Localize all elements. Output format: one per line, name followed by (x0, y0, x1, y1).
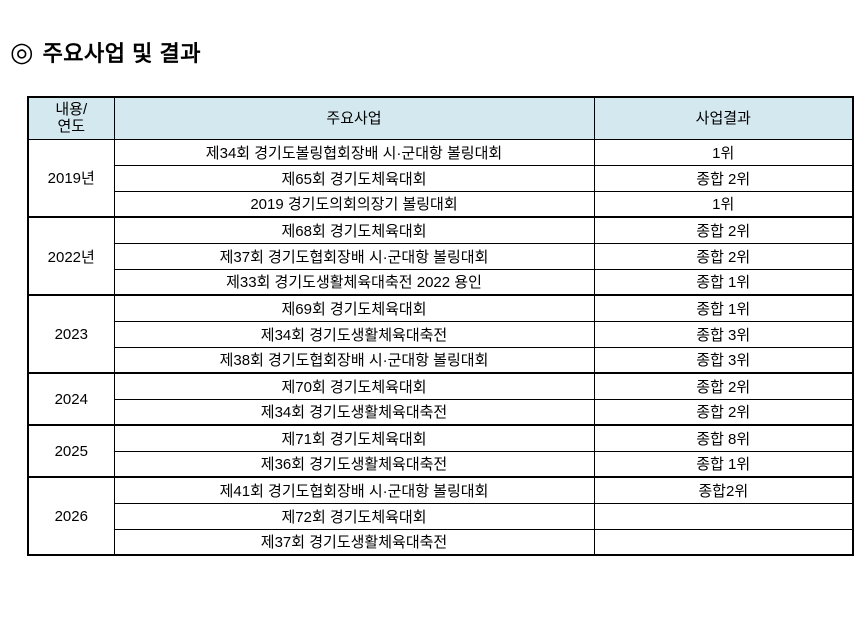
result-cell: 종합2위 (593, 476, 854, 504)
result-cell: 1위 (593, 190, 854, 218)
table-row: 2022년 제68회 경기도체육대회 종합 2위 (27, 216, 854, 296)
table-row: 제65회 경기도체육대회 종합 2위 (28, 164, 854, 192)
table-row: 제37회 경기도생활체육대축전 (28, 528, 854, 556)
double-circle-icon: ◎ (10, 36, 34, 67)
page-title: ◎ 주요사업 및 결과 (0, 0, 868, 68)
result-cell (593, 528, 854, 556)
project-cell: 제34회 경기도생활체육대축전 (113, 398, 595, 426)
table-row: 2019 경기도의회의장기 볼링대회 1위 (28, 190, 854, 218)
table-row: 2023 제69회 경기도체육대회 종합 1위 (27, 294, 854, 374)
table-row: 제38회 경기도협회장배 시·군대항 볼링대회 종합 3위 (28, 346, 854, 374)
col-header-year: 내용/ 연도 (27, 96, 115, 140)
table-row: 제36회 경기도생활체육대축전 종합 1위 (28, 450, 854, 478)
result-cell: 종합 2위 (593, 372, 854, 400)
result-cell: 종합 3위 (593, 320, 854, 348)
result-cell: 종합 2위 (593, 164, 854, 192)
project-cell: 제33회 경기도생활체육대축전 2022 용인 (113, 268, 595, 296)
year-cell-2024: 2024 (27, 372, 115, 426)
year-cell-2019: 2019년 (27, 138, 115, 218)
result-cell: 종합 1위 (593, 450, 854, 478)
result-cell: 종합 1위 (593, 294, 854, 322)
project-cell: 2019 경기도의회의장기 볼링대회 (113, 190, 595, 218)
result-cell: 종합 1위 (593, 268, 854, 296)
table-row: 2026 제41회 경기도협회장배 시·군대항 볼링대회 종합2위 (27, 476, 854, 556)
project-cell: 제34회 경기도생활체육대축전 (113, 320, 595, 348)
table-row: 제72회 경기도체육대회 (28, 502, 854, 530)
year-cell-2022: 2022년 (27, 216, 115, 296)
project-cell: 제36회 경기도생활체육대축전 (113, 450, 595, 478)
table-row: 2024 제70회 경기도체육대회 종합 2위 (27, 372, 854, 426)
table-row: 2025 제71회 경기도체육대회 종합 8위 (27, 424, 854, 478)
col-header-result: 사업결과 (593, 96, 854, 140)
project-cell: 제37회 경기도생활체육대축전 (113, 528, 595, 556)
year-cell-2025: 2025 (27, 424, 115, 478)
result-cell: 종합 3위 (593, 346, 854, 374)
result-cell: 종합 2위 (593, 398, 854, 426)
table-row: 2019년 제34회 경기도볼링협회장배 시·군대항 볼링대회 1위 (27, 138, 854, 218)
header-row: 내용/ 연도 주요사업 사업결과 (27, 96, 854, 140)
project-cell: 제38회 경기도협회장배 시·군대항 볼링대회 (113, 346, 595, 374)
project-cell: 제71회 경기도체육대회 (113, 424, 595, 452)
project-cell: 제72회 경기도체육대회 (113, 502, 595, 530)
year-cell-2026: 2026 (27, 476, 115, 556)
project-cell: 제37회 경기도협회장배 시·군대항 볼링대회 (113, 242, 595, 270)
project-cell: 제70회 경기도체육대회 (113, 372, 595, 400)
page-title-text: 주요사업 및 결과 (42, 41, 201, 66)
col-header-project: 주요사업 (113, 96, 595, 140)
table-row: 제33회 경기도생활체육대축전 2022 용인 종합 1위 (28, 268, 854, 296)
project-cell: 제69회 경기도체육대회 (113, 294, 595, 322)
table-row: 제34회 경기도생활체육대축전 종합 3위 (28, 320, 854, 348)
project-cell: 제34회 경기도볼링협회장배 시·군대항 볼링대회 (113, 138, 595, 166)
result-cell: 1위 (593, 138, 854, 166)
result-cell: 종합 2위 (593, 242, 854, 270)
project-cell: 제65회 경기도체육대회 (113, 164, 595, 192)
table-row: 제37회 경기도협회장배 시·군대항 볼링대회 종합 2위 (28, 242, 854, 270)
result-cell: 종합 8위 (593, 424, 854, 452)
result-cell: 종합 2위 (593, 216, 854, 244)
project-cell: 제68회 경기도체육대회 (113, 216, 595, 244)
result-cell (593, 502, 854, 530)
year-cell-2023: 2023 (27, 294, 115, 374)
project-cell: 제41회 경기도협회장배 시·군대항 볼링대회 (113, 476, 595, 504)
projects-results-table: 내용/ 연도 주요사업 사업결과 2019년 제34회 경기도볼링협회장배 시·… (27, 96, 854, 556)
table-row: 제34회 경기도생활체육대축전 종합 2위 (28, 398, 854, 426)
